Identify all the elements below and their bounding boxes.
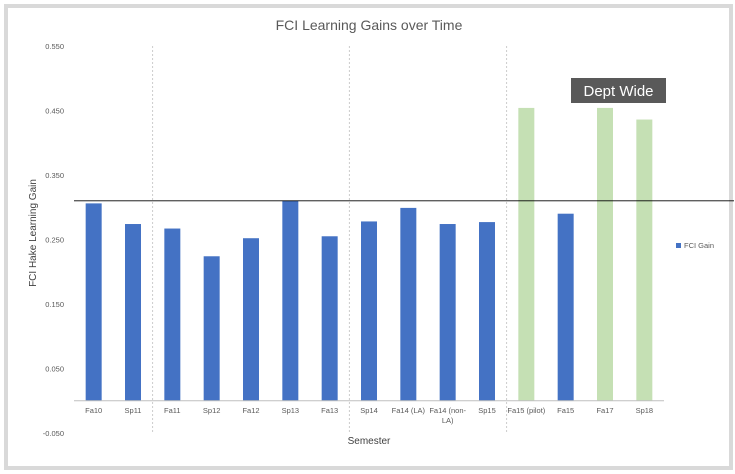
bar-fa15-pilot- [518, 107, 535, 401]
callout-box [571, 78, 666, 103]
bar-sp18 [636, 119, 653, 401]
y-tick-label: 0.150 [45, 300, 64, 309]
bars [85, 107, 653, 401]
bar-sp14 [361, 221, 377, 401]
chart-title: FCI Learning Gains over Time [276, 17, 463, 33]
x-tick-label: Fa15 [557, 406, 574, 415]
bar-sp12 [203, 256, 220, 401]
x-tick-label: Fa15 (pilot) [507, 406, 545, 415]
x-tick-label: Fa11 [164, 406, 181, 415]
x-tick-label: Fa17 [596, 406, 613, 415]
x-tick-label: Sp14 [360, 406, 378, 415]
bar-sp15 [479, 222, 495, 401]
bar-fa12 [243, 238, 259, 401]
legend: FCI Gain [676, 241, 714, 250]
callout-label: Dept Wide [583, 83, 653, 100]
x-tick-label: Sp11 [125, 406, 142, 415]
dept-wide-callout: Dept Wide [571, 78, 666, 103]
y-tick-label: 0.550 [45, 42, 64, 51]
x-axis-ticks: Fa10 Sp11 Fa11 Sp12 Fa12 Sp13 Fa13 Sp14 Fa14 (LA… [85, 406, 653, 425]
x-tick-label: Sp18 [636, 406, 654, 415]
bar-fa14-la- [400, 207, 417, 401]
x-tick-label: Fa14 (LA) [392, 406, 426, 415]
x-tick-label: Fa13 [321, 406, 338, 415]
bar-sp11 [125, 224, 141, 401]
y-tick-label: 0.450 [45, 107, 64, 116]
bar-fa17 [597, 107, 613, 401]
x-tick-label: Fa10 [85, 406, 102, 415]
bar-fa14-non-la- [439, 224, 456, 401]
bar-sp13 [282, 200, 299, 401]
bar-fa11 [164, 228, 181, 401]
y-tick-label: 0.350 [45, 171, 64, 180]
x-tick-label: Fa12 [242, 406, 259, 415]
x-tick-label: Sp15 [478, 406, 496, 415]
bar-fa10 [85, 203, 102, 401]
bar-fa15 [557, 213, 574, 401]
group-dividers [152, 46, 508, 433]
x-tick-label: Fa14 (non- [429, 406, 466, 415]
bar-fa13 [321, 236, 338, 401]
legend-swatch [676, 243, 681, 248]
y-axis-label: FCI Hake Learning Gain [28, 179, 39, 287]
y-tick-label: 0.050 [45, 365, 64, 374]
x-tick-label: Sp12 [203, 406, 221, 415]
x-tick-label: LA) [442, 416, 454, 425]
y-axis-ticks: 0.550 0.450 0.350 0.250 0.150 0.050 -0.050 [43, 42, 64, 438]
x-tick-label: Sp13 [282, 406, 300, 415]
y-tick-label: -0.050 [43, 429, 64, 438]
legend-label: FCI Gain [684, 241, 714, 250]
x-axis-label: Semester [348, 436, 391, 447]
y-tick-label: 0.250 [45, 236, 64, 245]
